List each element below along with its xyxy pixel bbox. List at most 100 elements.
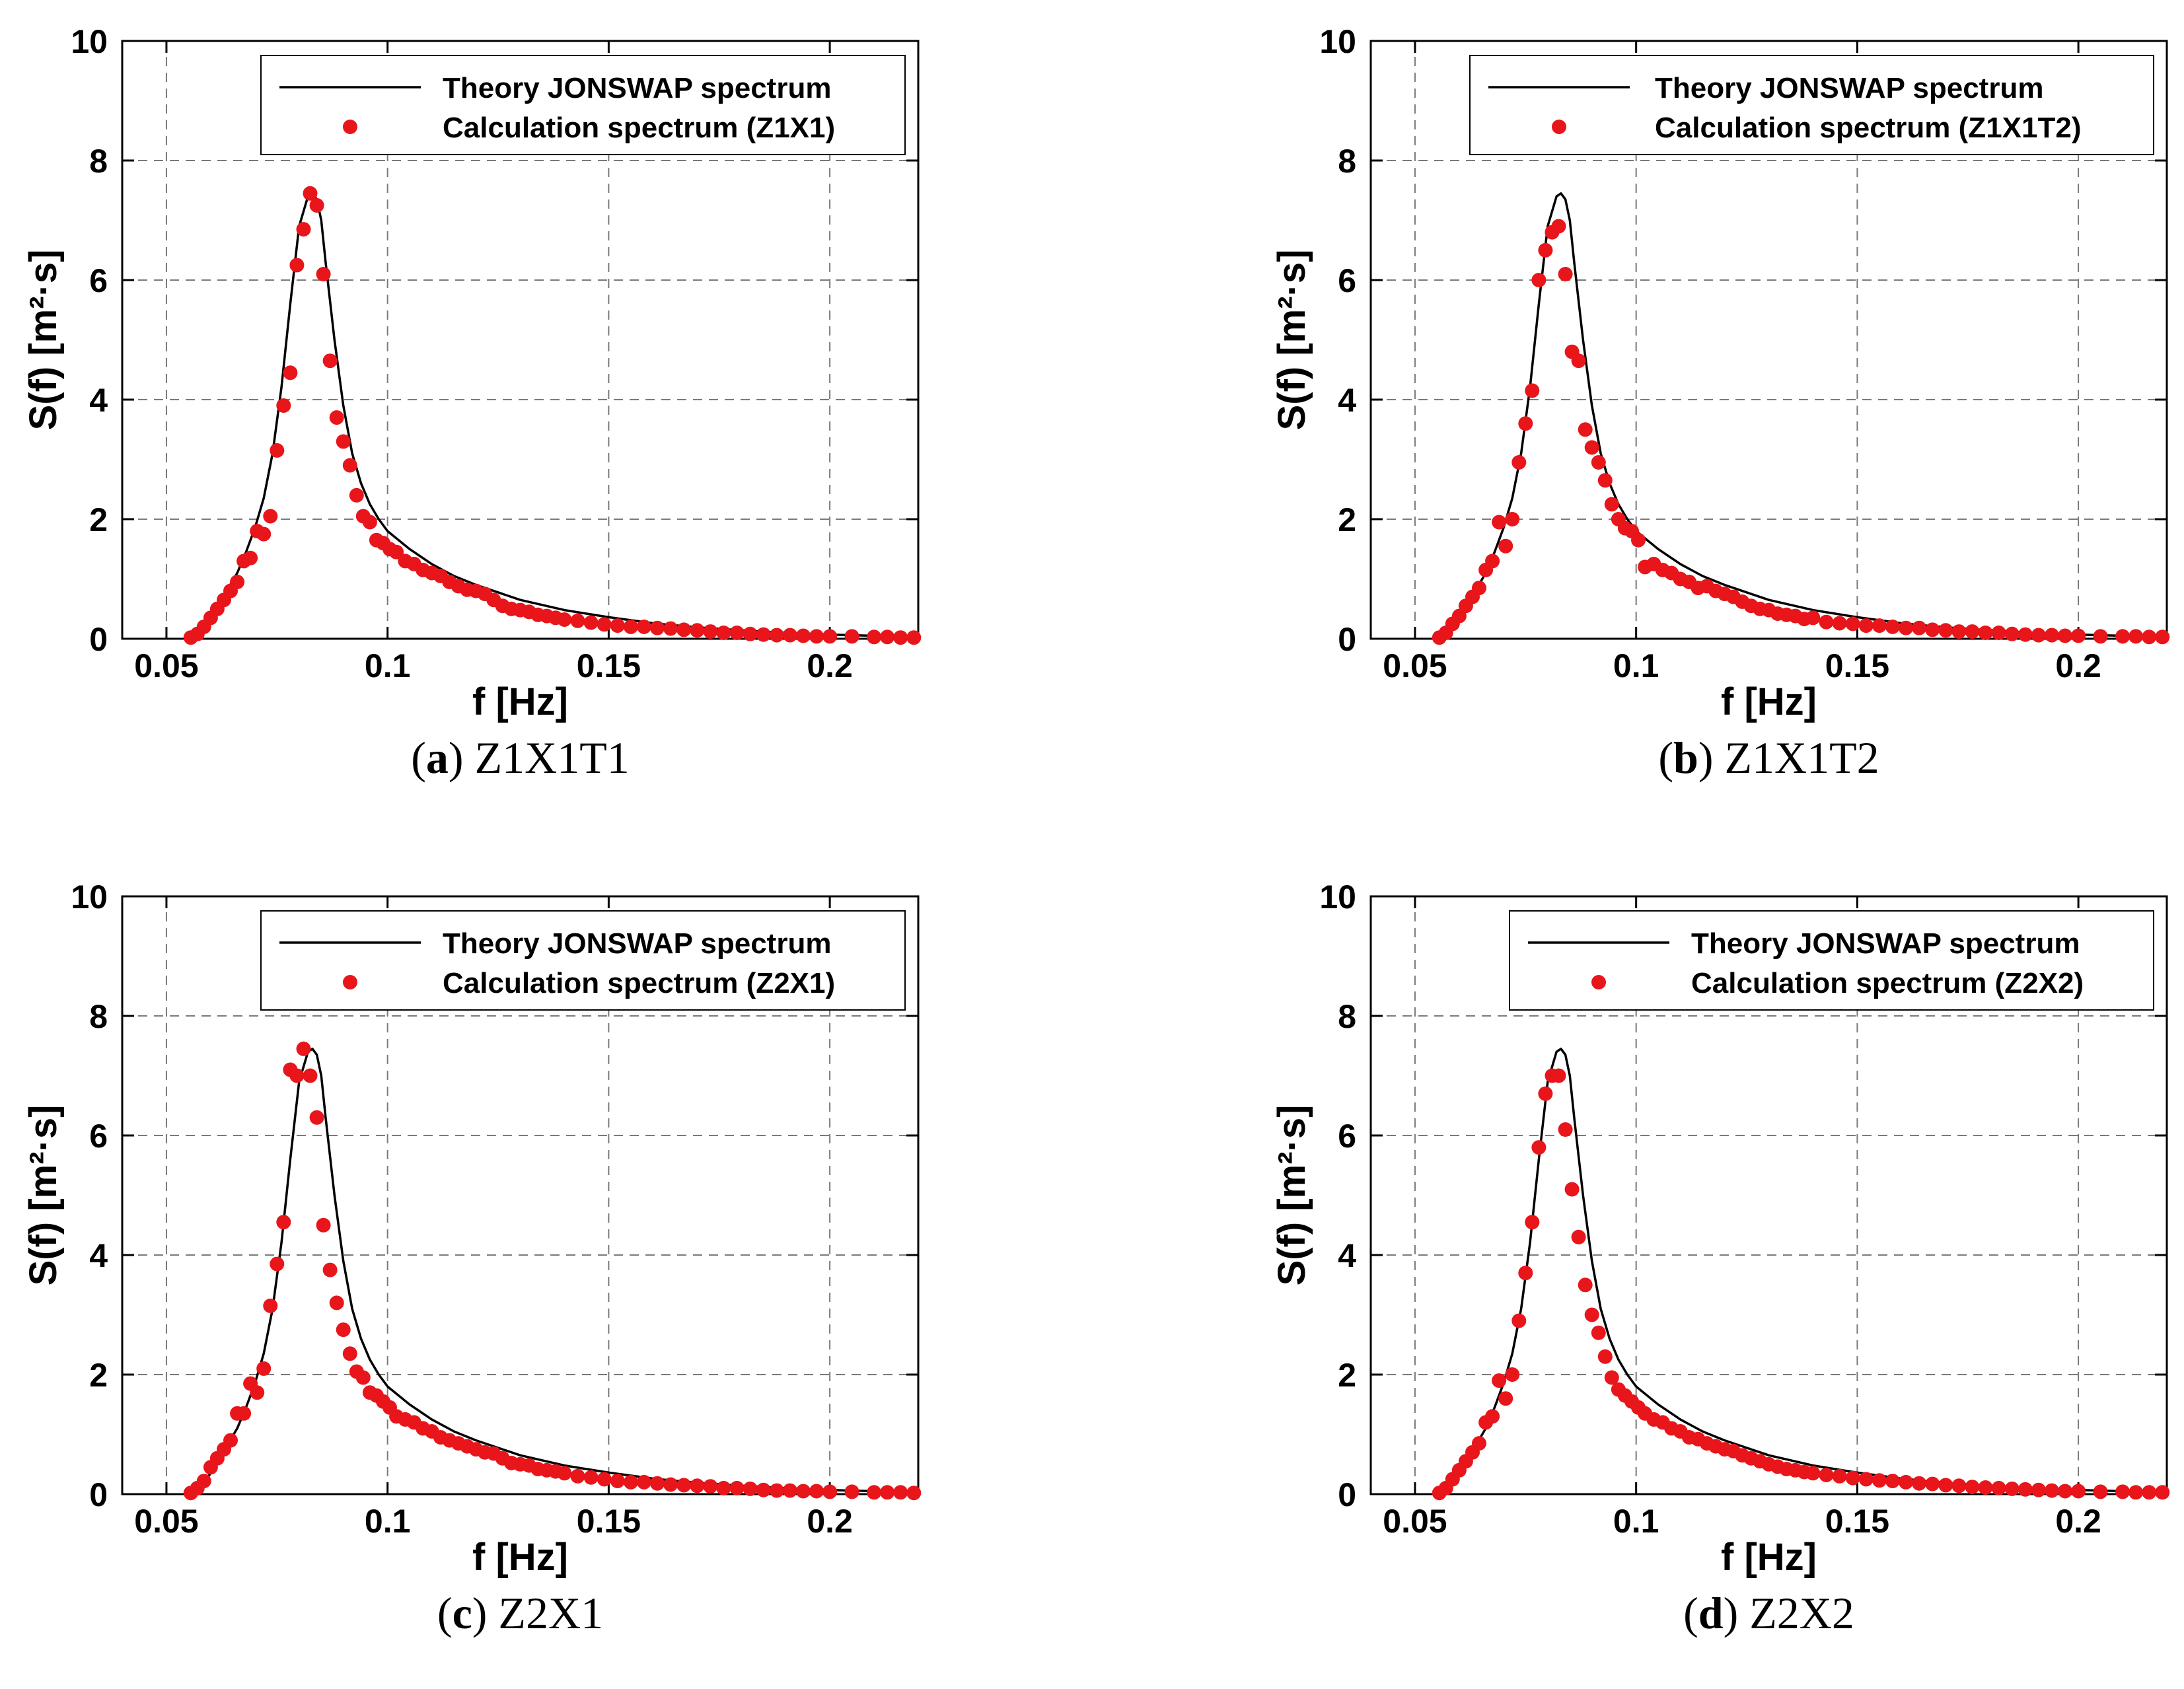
calc-point	[1578, 1277, 1593, 1293]
calc-point	[1631, 532, 1646, 548]
calc-point	[1925, 622, 1940, 637]
legend-box	[1469, 55, 2154, 155]
calc-point	[880, 1485, 895, 1500]
calc-point	[263, 1298, 278, 1313]
calc-point	[296, 222, 311, 237]
calc-point	[822, 629, 838, 644]
calc-point	[2142, 629, 2157, 645]
y-tick-label: 4	[1338, 1237, 1356, 1274]
x-axis-label: f [Hz]	[1721, 1536, 1817, 1579]
x-tick-label: 0.1	[365, 647, 411, 684]
calc-point	[1505, 512, 1520, 526]
y-tick-label: 0	[1338, 621, 1356, 658]
x-tick-label: 0.15	[1825, 647, 1889, 684]
calc-point	[329, 410, 344, 425]
calc-point	[1597, 473, 1613, 488]
calc-point	[289, 258, 305, 273]
calc-point	[1492, 1373, 1507, 1388]
calc-point	[2129, 1485, 2144, 1500]
calc-point	[329, 1295, 344, 1311]
calc-point	[336, 434, 351, 449]
legend-box	[260, 910, 906, 1011]
calc-point	[270, 443, 285, 458]
calc-point	[663, 1477, 678, 1492]
calc-point	[2142, 1485, 2157, 1500]
calc-point	[809, 1484, 824, 1499]
x-tick-label: 0.05	[134, 647, 198, 684]
calc-point	[1597, 1349, 1613, 1364]
calc-point	[1951, 624, 1967, 639]
calc-point	[1578, 422, 1593, 437]
caption-name: Z2X1	[498, 1588, 603, 1638]
calc-point	[583, 615, 599, 630]
calc-point	[2044, 1483, 2059, 1498]
calc-point	[597, 617, 612, 632]
calc-point	[1912, 620, 1927, 635]
calc-point	[1845, 1470, 1860, 1486]
calc-point	[1591, 455, 1606, 470]
calc-point	[1832, 616, 1847, 631]
calc-point	[663, 621, 678, 636]
calc-point	[1991, 1480, 2006, 1495]
legend-dot-swatch	[343, 120, 357, 134]
calc-point	[822, 1484, 838, 1499]
calc-point	[2115, 1484, 2130, 1499]
y-tick-label: 8	[89, 998, 108, 1035]
calc-point	[316, 267, 331, 281]
plot-frame	[1369, 895, 2168, 1495]
calc-point	[1558, 267, 1573, 281]
calc-point	[610, 618, 625, 633]
calc-point	[2155, 629, 2170, 645]
calc-point	[690, 623, 705, 638]
calc-point	[196, 1474, 211, 1489]
calc-point	[355, 1370, 371, 1385]
calc-point	[1858, 1472, 1874, 1487]
calc-point	[795, 628, 811, 643]
calc-point	[676, 622, 692, 637]
calc-point	[309, 198, 324, 213]
calc-point	[1912, 1476, 1927, 1491]
calc-point	[322, 353, 338, 369]
theory-line	[188, 192, 919, 640]
calc-point	[1991, 626, 2006, 640]
x-tick-label: 0.1	[365, 1503, 411, 1540]
calc-point	[729, 1480, 745, 1495]
x-tick-label: 0.1	[1613, 1503, 1659, 1540]
calc-point	[769, 1483, 784, 1498]
calc-point	[1518, 416, 1533, 431]
calc-point	[322, 1262, 338, 1277]
legend-dot-swatch	[1591, 975, 1606, 989]
calc-point	[1872, 618, 1887, 633]
x-axis-label: f [Hz]	[472, 1536, 568, 1579]
calc-point	[1899, 1474, 1913, 1490]
calc-point	[1525, 1215, 1540, 1230]
calc-point	[309, 1110, 324, 1125]
calc-point	[906, 1486, 922, 1501]
panel-caption: (c) Z2X1	[437, 1588, 603, 1638]
calc-point	[250, 1385, 265, 1400]
plot-frame	[121, 895, 920, 1495]
legend-entry-calculation: Calculation spectrum (Z1X1T2)	[1655, 112, 2081, 144]
y-tick-label: 10	[71, 879, 108, 916]
calc-point	[610, 1474, 625, 1489]
x-axis-label: f [Hz]	[1721, 680, 1817, 723]
caption-name: Z1X1T1	[475, 733, 630, 783]
calc-point	[1604, 497, 1619, 512]
calc-point	[1938, 1478, 1953, 1493]
x-tick-label: 0.1	[1613, 647, 1659, 684]
y-tick-label: 6	[89, 262, 108, 299]
x-tick-label: 0.2	[807, 647, 853, 684]
calc-point	[2044, 628, 2059, 643]
y-tick-label: 6	[1338, 1118, 1356, 1155]
y-tick-label: 4	[89, 382, 108, 419]
caption-name: Z2X2	[1749, 1588, 1854, 1638]
calc-point	[1492, 515, 1507, 530]
calc-point	[237, 1406, 252, 1421]
calc-point	[2093, 1484, 2108, 1499]
calc-point	[2071, 628, 2086, 643]
calc-point	[303, 186, 318, 201]
calc-point	[716, 626, 731, 640]
calc-point	[2115, 629, 2130, 644]
calc-point	[1485, 1409, 1500, 1424]
